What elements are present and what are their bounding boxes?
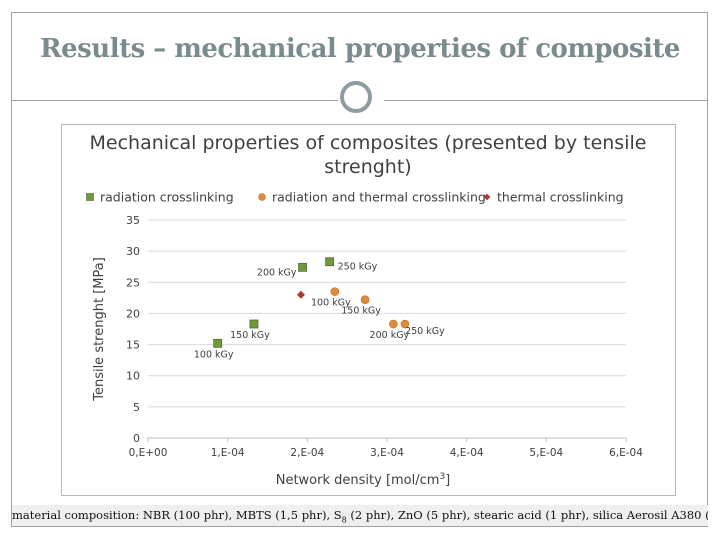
x-tick-label: 2,E-04: [290, 447, 324, 459]
y-tick-label: 10: [126, 370, 140, 383]
y-tick-label: 0: [133, 432, 140, 445]
point-circle: [330, 287, 340, 296]
legend: radiation crosslinking radiation and ther…: [86, 190, 624, 205]
x-tick-label: 6,E-04: [609, 447, 643, 459]
title-divider-left: [12, 100, 338, 101]
chart-svg: Mechanical properties of composites (pre…: [86, 132, 647, 488]
chart-container: Mechanical properties of composites (pre…: [61, 124, 676, 496]
legend-label: radiation and thermal crosslinking: [272, 190, 486, 205]
x-tick-label: 3,E-04: [370, 447, 404, 459]
x-tick-label: 5,E-04: [529, 447, 563, 459]
y-tick-label: 30: [126, 245, 140, 258]
legend-marker-square: [86, 193, 94, 201]
caption-text: material composition: NBR (100 phr), MBT…: [12, 508, 342, 522]
y-tick-label: 5: [133, 401, 140, 414]
point-square: [249, 319, 259, 329]
title-divider-right: [384, 100, 708, 101]
caption-subscript: 8: [341, 515, 347, 525]
y-tick-label: 35: [126, 214, 140, 227]
chart-title-line: Mechanical properties of composites (pre…: [90, 132, 647, 154]
point-circle: [360, 295, 370, 305]
y-tick-label: 25: [126, 276, 140, 289]
legend-label: thermal crosslinking: [497, 190, 624, 205]
point-label: 100 kGy: [194, 349, 234, 360]
y-tick-label: 20: [126, 307, 140, 320]
legend-label: radiation crosslinking: [100, 190, 234, 205]
point-label: 200 kGy: [370, 330, 410, 341]
point-square: [298, 262, 307, 272]
x-axis-title: Network density [mol/cm3]: [276, 472, 451, 488]
divider-ring-icon: [340, 81, 372, 113]
material-composition-caption: material composition: NBR (100 phr), MBT…: [12, 505, 708, 526]
y-axis-title: Tensile strenght [MPa]: [92, 257, 107, 402]
slide-title: Results – mechanical properties of compo…: [40, 34, 680, 64]
x-tick-label: 4,E-04: [450, 447, 484, 459]
point-square: [213, 338, 223, 348]
y-tick-label: 15: [126, 339, 140, 352]
point-label: 200 kGy: [257, 267, 297, 278]
point-label: 100 kGy: [311, 298, 351, 309]
legend-marker-circle: [258, 193, 266, 201]
point-square: [325, 257, 335, 267]
x-tick-label: 0,E+00: [129, 447, 168, 459]
x-tick-label: 1,E-04: [211, 447, 245, 459]
slide-frame: [11, 12, 708, 527]
chart-title-line: strenght): [324, 156, 411, 178]
grid-lines: [148, 219, 626, 439]
point-label: 150 kGy: [230, 330, 270, 341]
point-circle: [400, 319, 410, 329]
point-label: 250 kGy: [338, 262, 378, 273]
legend-marker-diamond: [483, 193, 491, 201]
point-diamond: [296, 290, 305, 299]
axes: Mechanical properties of composites (pre…: [90, 132, 647, 488]
point-circle: [389, 319, 398, 329]
point-label: 150 kGy: [341, 306, 381, 317]
caption-text-rest: (2 phr), ZnO (5 phr), stearic acid (1 ph…: [350, 508, 708, 522]
point-label: 250 kGy: [405, 326, 445, 337]
